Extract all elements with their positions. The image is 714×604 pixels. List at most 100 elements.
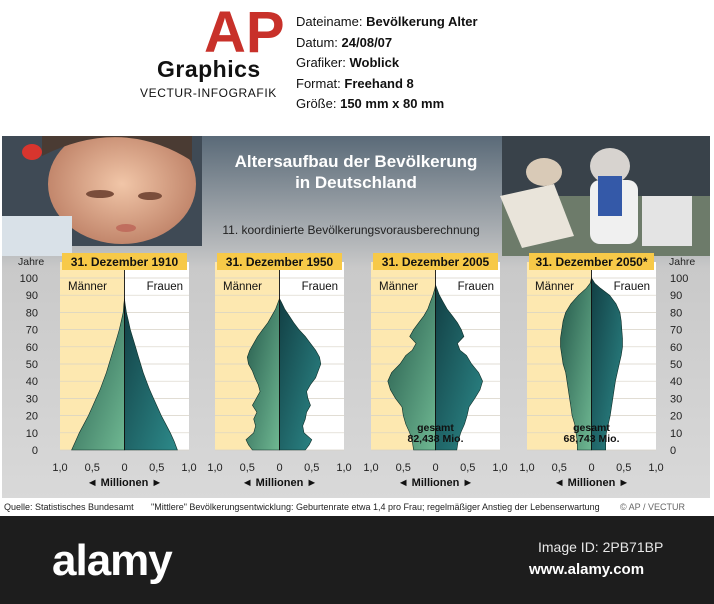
x-tick-label: 0,5 — [616, 462, 631, 474]
y-tick-label-right: 70 — [670, 325, 682, 337]
pyramid-panel: 31. Dezember 1910 Männer Frauen 1,0 0,5 0 0,5 1… — [52, 253, 197, 489]
file-meta: Dateiname: Bevölkerung Alter Datum: 24/0… — [296, 12, 478, 115]
x-tick-label: 0 — [276, 462, 282, 474]
meta-row: Dateiname: Bevölkerung Alter — [296, 12, 478, 33]
y-tick-label-left: 0 — [32, 445, 38, 457]
year-label: 31. Dezember 2005 — [382, 255, 490, 269]
credit-label: © AP / VECTUR — [620, 502, 685, 512]
y-axis-label-left: Jahre — [18, 256, 44, 268]
x-tick-label: 1,0 — [363, 462, 378, 474]
vectur-label: VECTUR-INFOGRAFIK — [140, 86, 277, 100]
header-area: AP Graphics VECTUR-INFOGRAFIK Dateiname:… — [0, 0, 714, 135]
x-axis-label: ◄ Millionen ► — [554, 477, 630, 489]
x-axis-label: ◄ Millionen ► — [242, 477, 318, 489]
legend-women: Frauen — [147, 281, 183, 293]
y-tick-label-right: 80 — [670, 307, 682, 319]
year-label: 31. Dezember 2050* — [535, 255, 647, 269]
x-tick-label: 0,5 — [240, 462, 255, 474]
pyramid-panel: 31. Dezember 2005 Männer Frauen 1,0 0,5 0 0,5 1… — [363, 253, 508, 489]
x-tick-label: 0 — [588, 462, 594, 474]
x-tick-label: 0,5 — [149, 462, 164, 474]
legend-men: Männer — [379, 281, 418, 293]
legend-women: Frauen — [302, 281, 338, 293]
meta-row: Datum: 24/08/07 — [296, 33, 478, 54]
y-tick-label-left: 20 — [26, 411, 38, 423]
meta-row: Format: Freehand 8 — [296, 74, 478, 95]
legend-men: Männer — [535, 281, 574, 293]
male-area — [245, 298, 280, 451]
x-tick-label: 0,5 — [85, 462, 100, 474]
x-tick-label: 1,0 — [207, 462, 222, 474]
total-label: gesamt — [417, 422, 454, 434]
elderly-couple-photo — [500, 136, 710, 256]
total-value: 68,743 Mio. — [563, 433, 619, 445]
y-tick-label-left: 50 — [26, 359, 38, 371]
meta-value: Freehand 8 — [344, 75, 414, 91]
y-tick-label-right: 100 — [670, 273, 688, 285]
y-tick-label-left: 60 — [26, 342, 38, 354]
y-tick-label-right: 30 — [670, 393, 682, 405]
x-axis-label: ◄ Millionen ► — [87, 477, 163, 489]
legend-men: Männer — [68, 281, 107, 293]
meta-value: Woblick — [349, 55, 400, 70]
chart-title-line-2: in Deutschland — [295, 173, 417, 192]
chart-title: Altersaufbau der Bevölkerung — [235, 152, 478, 171]
image-url: www.alamy.com — [529, 561, 645, 578]
population-pyramid-chart: Altersaufbau der Bevölkerung in Deutschl… — [2, 136, 710, 514]
y-tick-label-left: 30 — [26, 393, 38, 405]
y-tick-label-left: 10 — [26, 428, 38, 440]
year-bar — [62, 253, 187, 270]
meta-value: 24/08/07 — [341, 34, 393, 50]
x-tick-label: 1,0 — [52, 462, 67, 474]
y-axis-label-right: Jahre — [669, 256, 695, 268]
y-tick-label-right: 0 — [670, 445, 676, 457]
meta-label: Datum: — [296, 34, 338, 50]
year-label: 31. Dezember 1910 — [71, 255, 179, 269]
female-area — [591, 276, 623, 451]
legend-men: Männer — [223, 281, 262, 293]
infographic-panel: Altersaufbau der Bevölkerung in Deutschl… — [2, 136, 710, 514]
image-id: Image ID: 2PB71BP — [538, 539, 664, 555]
alamy-watermark-strip: alamy Image ID: 2PB71BP www.alamy.com — [0, 516, 714, 604]
x-tick-label: 0,5 — [552, 462, 567, 474]
meta-value: 150 mm x 80 mm — [340, 96, 445, 111]
x-tick-label: 1,0 — [336, 462, 351, 474]
male-area — [71, 298, 125, 451]
pyramid-panel: 31. Dezember 1950 Männer Frauen 1,0 0,5 0 0,5 1… — [207, 253, 352, 489]
pyramids-layer: 31. Dezember 1910 Männer Frauen 1,0 0,5 0 0,5 1… — [52, 253, 664, 489]
x-tick-label: 0 — [121, 462, 127, 474]
female-area — [124, 298, 178, 451]
year-bar — [529, 253, 654, 270]
y-tick-label-right: 60 — [670, 342, 682, 354]
male-area — [560, 277, 592, 451]
y-tick-label-left: 80 — [26, 307, 38, 319]
y-tick-label-right: 90 — [670, 290, 682, 302]
female-area — [279, 298, 322, 451]
y-tick-label-right: 20 — [670, 411, 682, 423]
meta-row: Größe: 150 mm x 80 mm — [296, 94, 478, 115]
meta-label: Grafiker: — [296, 55, 346, 70]
meta-label: Dateiname: — [296, 14, 363, 29]
y-tick-label-right: 10 — [670, 428, 682, 440]
x-tick-label: 1,0 — [492, 462, 507, 474]
x-tick-label: 0,5 — [396, 462, 411, 474]
axes-layer: 0 0 10 10 20 20 30 30 40 40 50 50 60 60 70 70 80 80 90 90 10… — [20, 273, 689, 457]
y-tick-label-right: 40 — [670, 376, 682, 388]
x-tick-label: 1,0 — [648, 462, 663, 474]
footer-band — [2, 498, 710, 514]
x-tick-label: 1,0 — [519, 462, 534, 474]
meta-value: Bevölkerung Alter — [366, 14, 478, 29]
y-tick-label-left: 40 — [26, 376, 38, 388]
x-tick-label: 0,5 — [460, 462, 475, 474]
year-bar — [373, 253, 498, 270]
x-tick-label: 0,5 — [304, 462, 319, 474]
ap-logo: AP — [204, 2, 285, 58]
y-tick-label-left: 70 — [26, 325, 38, 337]
ap-logo-letters: AP — [204, 2, 285, 58]
baby-photo — [2, 136, 202, 256]
pyramid-panel: 31. Dezember 2050* Männer Frauen 1,0 0,5 0 0,5… — [519, 253, 664, 489]
alamy-logo: alamy — [52, 536, 173, 585]
source-label: Quelle: Statistisches Bundesamt — [4, 502, 134, 512]
chart-subtitle: 11. koordinierte Bevölkerungsvorausberec… — [222, 223, 479, 237]
note-label: "Mittlere" Bevölkerungsentwicklung: Gebu… — [151, 502, 600, 512]
